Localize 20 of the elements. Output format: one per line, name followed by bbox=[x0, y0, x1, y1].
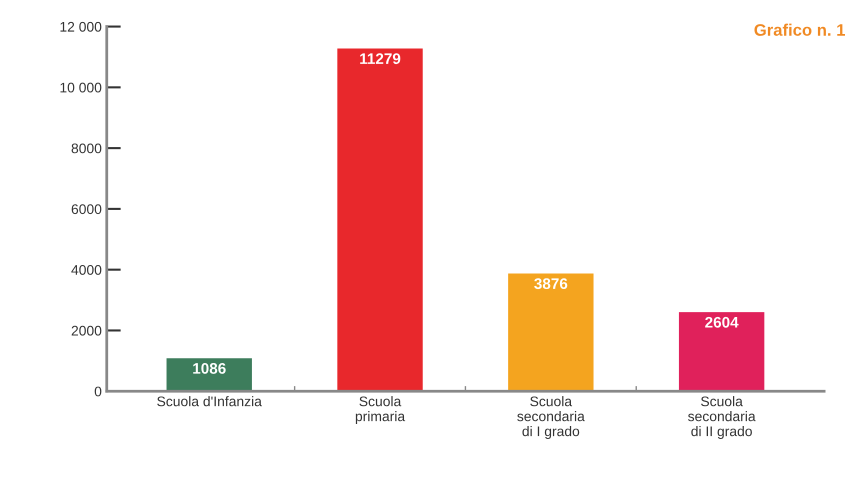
y-tick-label: 10 000 bbox=[60, 82, 102, 93]
x-tick-label: Scuola d'Infanzia bbox=[157, 396, 262, 406]
data-label: 3876 bbox=[534, 278, 568, 290]
y-tick-label: 4000 bbox=[71, 265, 102, 275]
y-tick-label: 0 bbox=[94, 386, 102, 396]
y-tick-label: 2000 bbox=[72, 326, 102, 336]
bar bbox=[337, 48, 423, 392]
x-tick-label: Scuola secondaria di II grado bbox=[688, 396, 756, 439]
y-tick-label: 6000 bbox=[72, 204, 102, 214]
data-label: 1086 bbox=[193, 363, 226, 374]
data-label: 2604 bbox=[705, 316, 739, 328]
bar bbox=[508, 273, 594, 392]
x-tick-label: Scuola primaria bbox=[356, 396, 406, 424]
y-tick-label: 8000 bbox=[72, 143, 102, 154]
bar bbox=[678, 312, 764, 392]
y-tick-label: 12 000 bbox=[60, 22, 102, 32]
x-tick-label: Scuola secondaria di I grado bbox=[517, 396, 585, 439]
bar bbox=[166, 358, 252, 392]
chart-title: Grafico n. 1 bbox=[754, 24, 845, 36]
data-label: 11279 bbox=[360, 53, 400, 64]
